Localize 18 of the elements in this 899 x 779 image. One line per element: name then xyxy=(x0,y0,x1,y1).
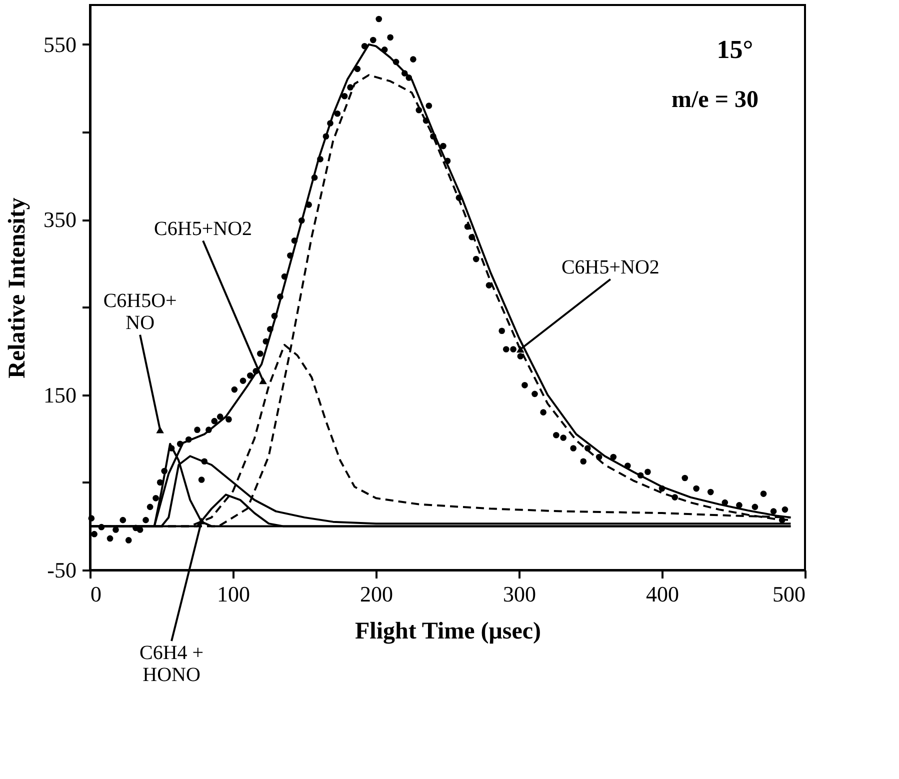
y-tick-label: -50 xyxy=(47,558,76,582)
x-tick-label: 0 xyxy=(90,582,102,606)
x-tick-label: 200 xyxy=(360,582,393,606)
annotation: C6H4 + HONO xyxy=(140,642,204,686)
x-tick-label: 500 xyxy=(772,582,806,606)
annotation: C6H5O+ NO xyxy=(103,290,177,334)
y-tick-label: 550 xyxy=(44,32,76,57)
annotation: m/e = 30 xyxy=(672,87,758,113)
x-tick-label: 100 xyxy=(217,582,250,606)
y-tick-label: 350 xyxy=(44,207,76,232)
y-axis-title: Relative Intensity xyxy=(4,198,30,378)
annotation: 15° xyxy=(716,35,754,64)
x-tick-label: 400 xyxy=(646,582,679,606)
x-axis-title: Flight Time (μsec) xyxy=(354,618,542,644)
y-tick-label: 150 xyxy=(44,382,76,408)
annotation: C6H5+NO2 xyxy=(154,218,252,240)
x-tick-label: 300 xyxy=(503,582,536,606)
annotation: C6H5+NO2 xyxy=(561,256,660,278)
